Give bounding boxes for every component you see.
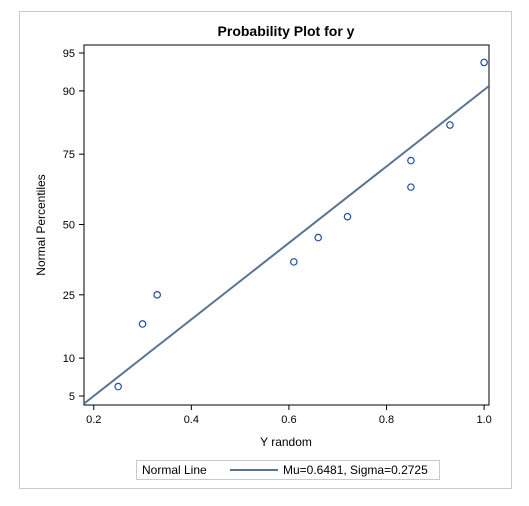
normal-fit-line [84,85,489,405]
data-point [407,183,415,191]
data-point [138,320,147,328]
y-tick-label: 90 [63,86,75,98]
legend: Normal Line Mu=0.6481, Sigma=0.2725 [136,460,440,480]
data-point [343,212,352,221]
legend-line-swatch [230,469,278,471]
data-point [407,156,415,165]
x-tick-label: 0.4 [184,414,199,426]
legend-entry: Mu=0.6481, Sigma=0.2725 [283,463,428,477]
legend-title: Normal Line [142,463,207,477]
data-point [314,233,323,242]
y-tick-label: 75 [63,149,75,161]
data-point [114,382,122,391]
y-tick-label: 25 [63,290,75,302]
x-tick-label: 0.6 [281,414,296,426]
y-tick-label: 95 [63,48,75,60]
y-axis-label: Normal Percentiles [34,174,48,275]
x-tick-label: 0.2 [86,414,101,426]
x-tick-label: 1.0 [476,414,491,426]
x-tick-label: 0.8 [379,414,394,426]
chart-frame [19,11,512,489]
x-axis-label: Y random [260,435,312,449]
y-tick-label: 10 [63,353,75,365]
y-tick-label: 50 [63,220,75,232]
chart-title: Probability Plot for y [218,23,355,39]
data-point [480,58,488,67]
data-point [446,121,454,129]
data-point [153,291,161,299]
plot-border [83,44,490,406]
y-tick-label: 5 [69,391,75,403]
data-point [290,258,298,266]
plot-area: 0.2 0.4 0.6 0.8 1.0 5 10 25 50 75 90 95 [63,44,492,426]
